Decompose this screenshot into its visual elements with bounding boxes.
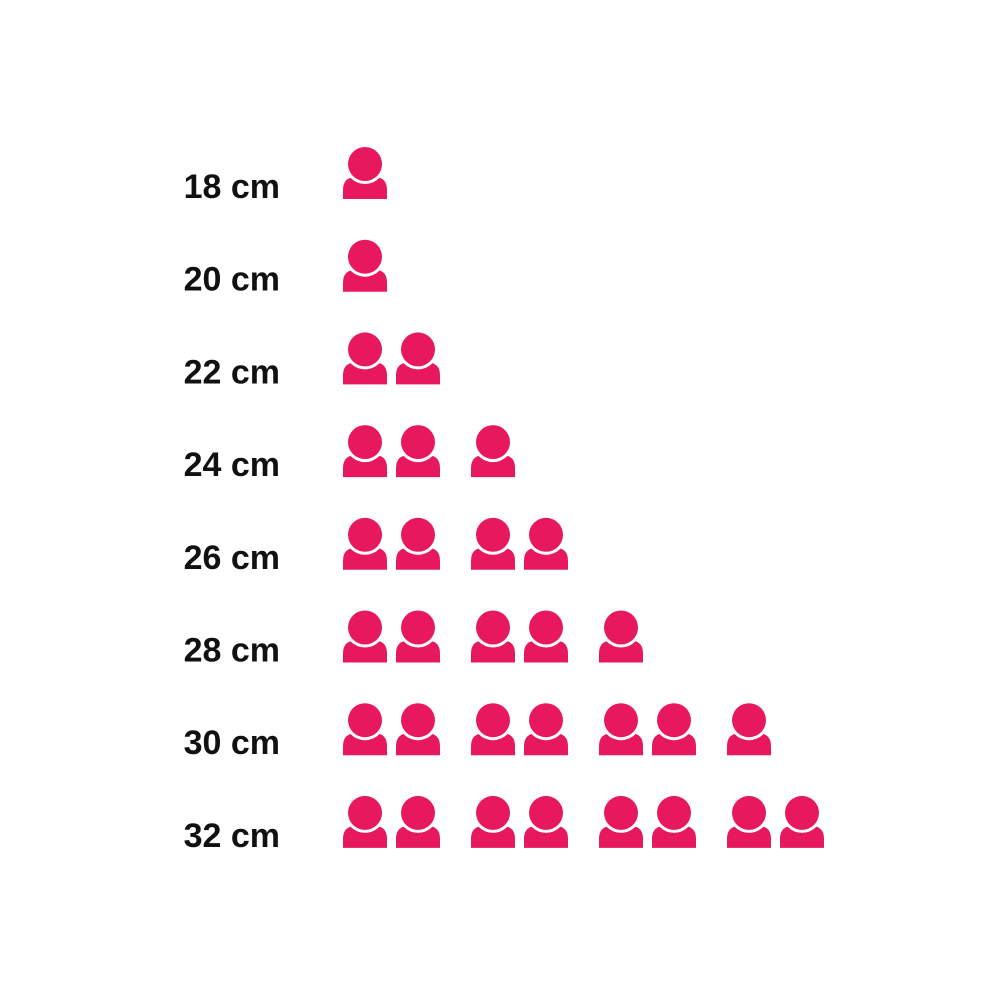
- person-icon: [396, 700, 440, 756]
- person-icon: [524, 700, 568, 756]
- person-icon: [599, 700, 643, 756]
- person-icon: [727, 700, 771, 756]
- category-label: 24 cm: [184, 446, 280, 484]
- person-icon: [471, 422, 515, 478]
- category-label: 26 cm: [184, 539, 280, 577]
- category-label: 28 cm: [184, 632, 280, 670]
- person-icon: [599, 792, 643, 848]
- person-icon: [652, 700, 696, 756]
- person-icon: [524, 607, 568, 663]
- person-icon: [343, 792, 387, 848]
- person-icon: [396, 329, 440, 385]
- category-label: 22 cm: [184, 353, 280, 391]
- person-icon: [343, 422, 387, 478]
- person-icon: [524, 792, 568, 848]
- person-icon: [343, 700, 387, 756]
- person-icon: [396, 792, 440, 848]
- person-icon: [780, 792, 824, 848]
- category-label: 20 cm: [184, 261, 280, 299]
- person-icon: [396, 514, 440, 570]
- category-label: 18 cm: [184, 168, 280, 206]
- person-icon: [343, 144, 387, 199]
- person-icon: [652, 792, 696, 848]
- person-icon: [396, 607, 440, 663]
- person-icon: [471, 514, 515, 570]
- person-icon: [343, 514, 387, 570]
- person-icon: [524, 514, 568, 570]
- person-icon: [599, 607, 643, 663]
- person-icon: [343, 329, 387, 385]
- person-icon: [396, 422, 440, 478]
- person-icon: [471, 792, 515, 848]
- person-icon: [471, 700, 515, 756]
- category-label: 30 cm: [184, 724, 280, 762]
- category-label: 32 cm: [184, 817, 280, 855]
- person-icon: [471, 607, 515, 663]
- person-icon: [343, 236, 387, 292]
- person-icon: [727, 792, 771, 848]
- person-icon: [343, 607, 387, 663]
